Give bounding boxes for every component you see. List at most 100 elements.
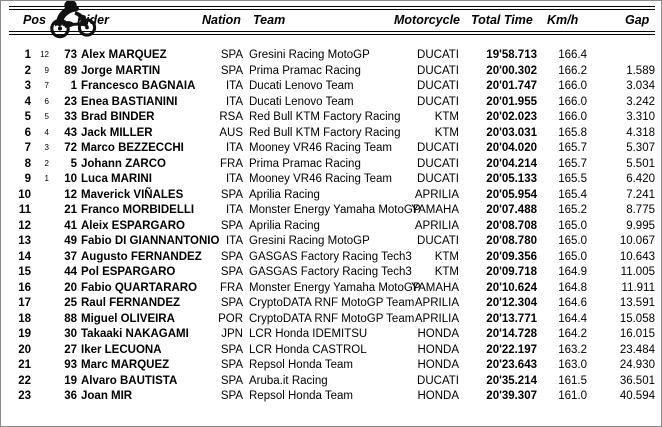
row-position: 3 [24,80,31,92]
row-team: Aprilia Racing [249,219,320,232]
row-motorcycle: KTM [434,126,459,139]
row-position: 2 [24,64,31,77]
row-motorcycle: DUCATI [417,173,459,185]
row-position: 5 [24,111,31,123]
row-total-time: 20'13.771 [486,312,537,325]
table-row: 8 2 5 Johann ZARCO FRA Prima Pramac Racing DUC… [9,157,655,173]
row-rider-number: 12 [64,188,77,201]
row-points: 6 [44,96,49,106]
row-total-time: 20'14.728 [486,328,537,340]
row-total-time: 19'58.713 [486,49,537,61]
results-rows: 1 12 73 Alex MARQUEZ SPA Gresini Racing MotoG… [9,48,655,405]
row-gap: 1.589 [626,64,655,77]
table-row: 11 21 Franco MORBIDELLI ITA Monster Energy Y… [9,203,655,219]
row-rider-number: 27 [64,343,77,356]
row-motorcycle: KTM [434,266,459,278]
row-rider-name: Miguel OLIVEIRA [81,312,175,325]
row-position: 17 [18,297,31,309]
row-rider-number: 21 [64,204,77,216]
row-motorcycle: HONDA [417,343,459,356]
row-gap: 4.318 [626,126,655,139]
row-nation: ITA [225,95,243,108]
row-gap: 3.242 [626,95,655,108]
table-row: 21 93 Marc MARQUEZ SPA Repsol Honda Team HOND… [9,358,655,374]
table-row: 3 7 1 Francesco BAGNAIA ITA Ducati Lenovo Tea… [9,79,655,95]
row-kmh: 165.2 [558,204,587,216]
row-motorcycle: DUCATI [417,374,459,387]
row-nation: SPA [220,49,243,61]
table-row: 12 41 Aleix ESPARGARO SPA Aprilia Racing APRI… [9,219,655,235]
row-total-time: 20'10.624 [486,281,537,294]
row-position: 20 [18,343,31,356]
row-total-time: 20'39.307 [486,390,537,402]
row-gap: 40.594 [619,390,655,402]
row-gap: 5.501 [626,157,655,170]
row-rider-name: Brad BINDER [81,111,155,123]
row-total-time: 20'22.197 [486,343,537,356]
column-header-pos: Pos [23,13,46,27]
row-total-time: 20'04.214 [486,157,537,170]
row-total-time: 20'00.302 [486,64,537,77]
row-position: 19 [18,328,31,340]
row-rider-number: 73 [64,49,77,61]
row-kmh: 165.0 [558,250,587,263]
table-row: 1 12 73 Alex MARQUEZ SPA Gresini Racing MotoG… [9,48,655,64]
row-total-time: 20'02.023 [486,111,537,123]
row-nation: SPA [220,219,243,232]
row-position: 10 [18,188,31,201]
row-position: 14 [18,250,31,263]
table-row: 5 5 33 Brad BINDER RSA Red Bull KTM Factory R… [9,110,655,126]
row-gap: 36.501 [619,374,655,387]
row-gap: 7.241 [626,188,655,201]
row-motorcycle: DUCATI [417,80,459,92]
row-rider-name: Augusto FERNANDEZ [81,250,202,263]
row-team: Ducati Lenovo Team [249,80,354,92]
row-rider-number: 36 [64,390,77,402]
table-row: 2 9 89 Jorge MARTIN SPA Prima Pramac Racing DU… [9,64,655,80]
row-rider-name: Luca MARINI [81,173,152,185]
row-total-time: 20'35.214 [486,374,537,387]
row-team: Aruba.it Racing [249,374,328,387]
row-rider-name: Francesco BAGNAIA [81,80,196,92]
row-kmh: 164.4 [558,312,587,325]
row-nation: POR [218,312,243,325]
row-position: 22 [18,374,31,387]
row-motorcycle: KTM [434,111,459,123]
row-team: Repsol Honda Team [249,390,353,402]
row-rider-number: 1 [70,80,77,92]
row-motorcycle: APRILIA [414,297,459,309]
row-rider-number: 37 [64,250,77,263]
row-kmh: 161.0 [558,390,587,402]
row-rider-name: Pol ESPARGARO [81,266,176,278]
row-total-time: 20'09.356 [486,250,537,263]
row-gap: 6.420 [626,173,655,185]
row-rider-number: 41 [64,219,77,232]
row-kmh: 165.0 [558,219,587,232]
row-team: LCR Honda IDEMITSU [249,328,368,340]
column-header-team: Team [253,13,286,27]
row-rider-number: 89 [64,64,77,77]
column-header-row: Pos Rider Nation Team Motorcycle Total T… [9,10,655,31]
row-team: Gresini Racing MotoGP [249,49,370,61]
row-rider-number: 72 [64,142,77,154]
row-rider-number: 44 [64,266,77,278]
row-motorcycle: YAMAHA [411,204,459,216]
row-rider-number: 19 [64,374,77,387]
row-motorcycle: DUCATI [417,235,459,247]
row-gap: 11.911 [621,281,655,294]
row-nation: ITA [225,204,243,216]
row-team: Prima Pramac Racing [249,157,361,170]
row-motorcycle: DUCATI [417,142,459,154]
row-nation: ITA [225,142,243,154]
row-team: CryptoDATA RNF MotoGP Team [249,312,415,325]
row-team: Mooney VR46 Racing Team [249,142,392,154]
row-kmh: 164.9 [558,266,587,278]
row-total-time: 20'05.954 [486,188,537,201]
row-total-time: 20'12.304 [486,297,537,309]
row-motorcycle: HONDA [417,359,459,371]
row-rider-name: Iker LECUONA [81,343,162,356]
row-position: 16 [18,281,31,294]
row-nation: AUS [219,126,243,139]
column-header-total-time: Total Time [471,13,533,27]
row-rider-name: Enea BASTIANINI [81,95,178,108]
